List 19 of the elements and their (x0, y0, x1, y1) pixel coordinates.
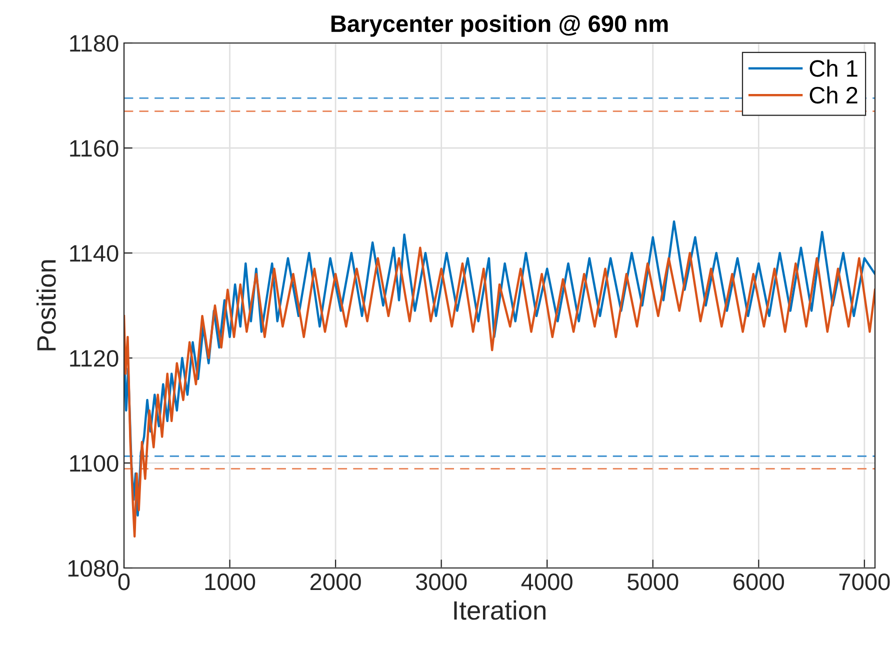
legend-label: Ch 1 (810, 60, 858, 77)
y-tick-label: 1140 (70, 245, 118, 262)
y-tick-label: 1100 (70, 455, 118, 472)
x-axis-title: Iteration (454, 600, 546, 620)
y-axis-title: Position (36, 260, 56, 350)
y-tick-label: 1120 (70, 350, 118, 367)
x-tick-label: 2000 (310, 573, 361, 590)
x-tick-label: 4000 (521, 573, 572, 590)
y-tick-label: 1080 (68, 560, 118, 577)
x-tick-label: 0 (118, 573, 130, 590)
x-tick-label: 3000 (416, 573, 467, 590)
x-tick-label: 5000 (628, 573, 678, 590)
y-tick-label: 1180 (70, 35, 118, 52)
y-tick-label: 1160 (70, 140, 118, 157)
x-tick-label: 6000 (734, 573, 784, 590)
legend-label: Ch 2 (810, 86, 858, 104)
x-tick-label: 1000 (205, 573, 256, 590)
chart-title: Barycenter position @ 690 nm (331, 14, 668, 37)
x-tick-label: 7000 (839, 573, 890, 590)
